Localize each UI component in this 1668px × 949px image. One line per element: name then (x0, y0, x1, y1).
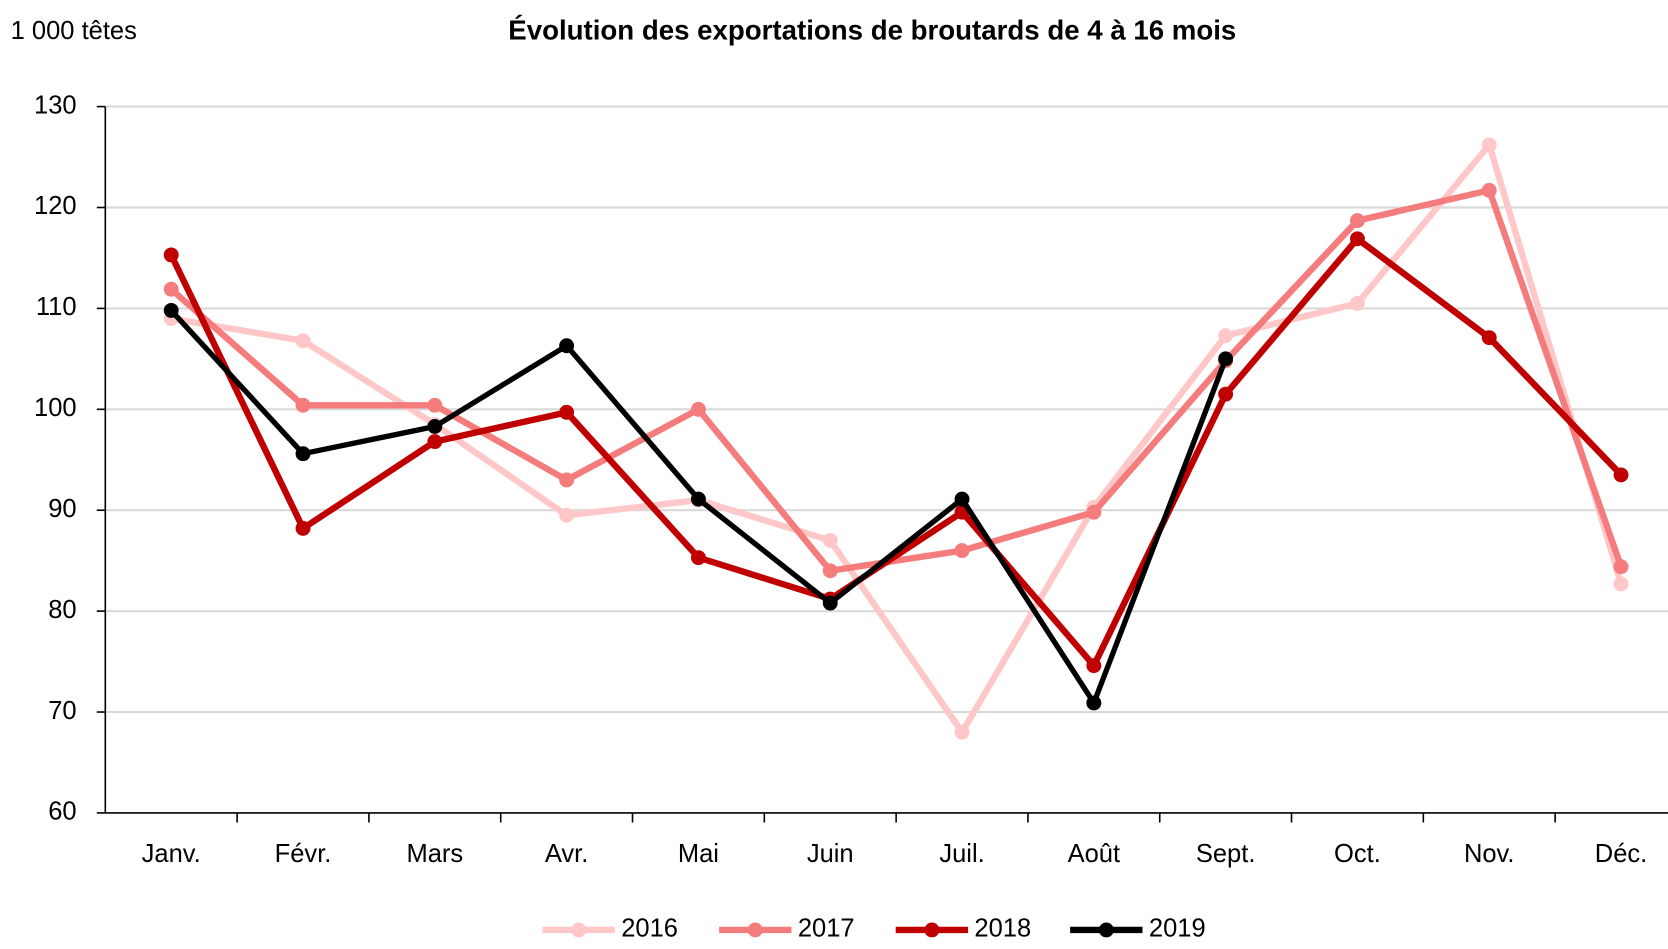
x-tick-label: Juin (807, 840, 854, 868)
data-point (559, 338, 575, 354)
data-point (427, 397, 443, 413)
y-tick-label: 90 (48, 495, 76, 523)
data-point (954, 724, 970, 740)
legend-marker (1098, 922, 1114, 938)
data-point (954, 491, 970, 507)
x-tick-label: Août (1068, 840, 1120, 868)
data-point (1613, 559, 1629, 575)
x-tick-label: Juil. (939, 840, 984, 868)
data-point (1086, 695, 1102, 711)
legend-label: 2019 (1149, 915, 1206, 943)
data-point (690, 401, 706, 417)
data-point (1086, 504, 1102, 520)
y-tick-label: 130 (34, 91, 77, 119)
data-point (295, 520, 311, 536)
y-tick-label: 100 (34, 394, 77, 422)
data-point (1481, 330, 1497, 346)
legend-marker (747, 922, 763, 938)
data-point (427, 419, 443, 434)
data-point (295, 333, 311, 349)
data-point (954, 543, 970, 559)
chart-title: Évolution des exportations de broutards … (508, 14, 1236, 45)
x-tick-label: Mars (406, 840, 463, 868)
data-point (163, 247, 179, 263)
data-point (1086, 658, 1102, 674)
data-point (822, 563, 838, 579)
legend-label: 2016 (621, 915, 678, 943)
x-tick-label: Janv. (142, 840, 201, 868)
x-tick-label: Mai (678, 840, 719, 868)
legend-marker (571, 922, 587, 938)
data-point (690, 550, 706, 566)
data-point (822, 533, 838, 548)
x-tick-label: Nov. (1464, 840, 1515, 868)
y-tick-label: 110 (36, 293, 77, 321)
data-point (559, 507, 575, 523)
y-axis-label: 1 000 têtes (11, 17, 137, 45)
y-tick-label: 120 (34, 192, 77, 220)
data-point (1613, 576, 1629, 592)
legend-label: 2018 (974, 915, 1031, 943)
data-point (1349, 295, 1365, 311)
data-point (822, 595, 838, 611)
y-tick-label: 70 (48, 697, 76, 725)
data-point (295, 446, 311, 462)
x-tick-label: Sept. (1196, 840, 1256, 868)
data-point (1613, 467, 1629, 483)
data-point (1481, 182, 1497, 198)
x-tick-label: Avr. (545, 840, 589, 868)
y-tick-label: 80 (48, 596, 76, 624)
data-point (163, 281, 179, 297)
series-line (168, 235, 1624, 669)
legend-marker (924, 922, 940, 938)
x-tick-label: Févr. (275, 840, 332, 868)
series-line (170, 141, 1625, 736)
data-point (163, 302, 179, 318)
data-point (1218, 351, 1234, 367)
data-point (690, 491, 706, 507)
data-point (1218, 386, 1234, 402)
data-point (427, 434, 443, 450)
data-point (1218, 328, 1234, 344)
x-tick-label: Déc. (1595, 840, 1647, 868)
data-point (559, 404, 575, 420)
legend-label: 2017 (798, 915, 855, 943)
x-tick-label: Oct. (1334, 840, 1381, 868)
data-point (1481, 137, 1497, 153)
y-tick-label: 60 (48, 798, 76, 826)
data-point (1349, 231, 1365, 247)
data-point (1349, 213, 1365, 229)
data-point (295, 397, 311, 413)
series-line (169, 187, 1625, 574)
data-point (559, 472, 575, 488)
